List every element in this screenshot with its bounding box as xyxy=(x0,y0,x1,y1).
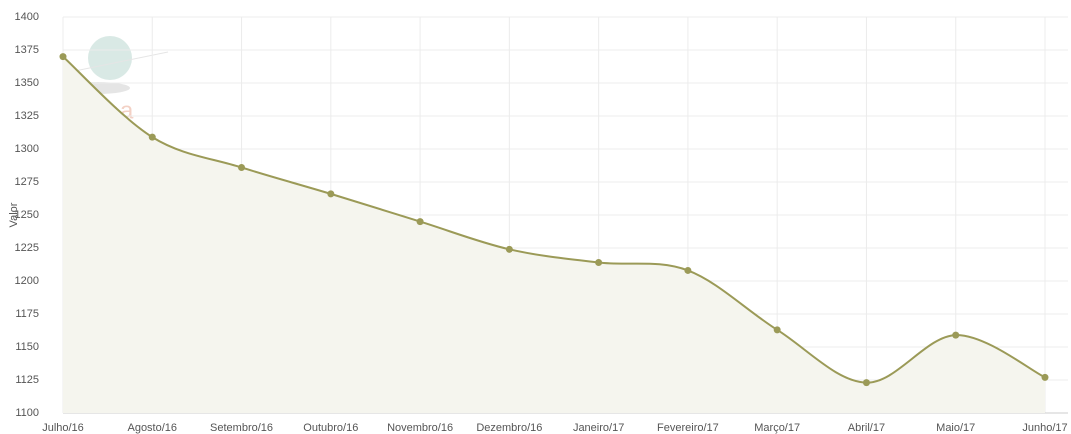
point xyxy=(952,331,960,339)
x-tick-label: Setembro/16 xyxy=(210,422,273,434)
x-tick-label: Julho/16 xyxy=(42,422,84,434)
x-tick-label: Janeiro/17 xyxy=(573,422,624,434)
x-tick-label: Junho/17 xyxy=(1022,422,1067,434)
point xyxy=(238,163,246,171)
point xyxy=(505,245,513,253)
point xyxy=(416,218,424,226)
y-tick-label: 1175 xyxy=(15,308,39,320)
x-tick-label: Dezembro/16 xyxy=(476,422,542,434)
x-tick-label: Maio/17 xyxy=(936,422,975,434)
point xyxy=(773,326,781,334)
y-tick-label: 1225 xyxy=(15,242,39,254)
point xyxy=(595,259,603,267)
y-tick-label: 1275 xyxy=(15,176,39,188)
y-tick-label: 1300 xyxy=(15,143,39,155)
x-tick-label: Março/17 xyxy=(754,422,800,434)
point xyxy=(684,266,692,274)
y-tick-label: 1200 xyxy=(15,275,39,287)
point xyxy=(1041,373,1049,381)
point xyxy=(148,133,156,141)
area xyxy=(63,56,1045,413)
y-tick-label: 1150 xyxy=(15,341,39,353)
y-axis-label: Valor xyxy=(8,202,20,227)
y-tick-label: 1350 xyxy=(15,77,39,89)
x-tick-label: Abril/17 xyxy=(848,422,885,434)
y-tick-label: 1400 xyxy=(15,11,39,23)
point xyxy=(59,53,67,61)
x-tick-label: Outubro/16 xyxy=(303,422,358,434)
point xyxy=(862,379,870,387)
x-tick-label: Agosto/16 xyxy=(127,422,177,434)
y-tick-label: 1125 xyxy=(15,374,39,386)
x-tick-label: Fevereiro/17 xyxy=(657,422,719,434)
y-tick-label: 1375 xyxy=(15,44,39,56)
point xyxy=(327,190,335,198)
line xyxy=(62,55,1046,384)
y-tick-label: 1250 xyxy=(15,209,39,221)
x-tick-label: Novembro/16 xyxy=(387,422,453,434)
y-tick-label: 1325 xyxy=(15,110,39,122)
y-tick-label: 1100 xyxy=(15,407,39,419)
